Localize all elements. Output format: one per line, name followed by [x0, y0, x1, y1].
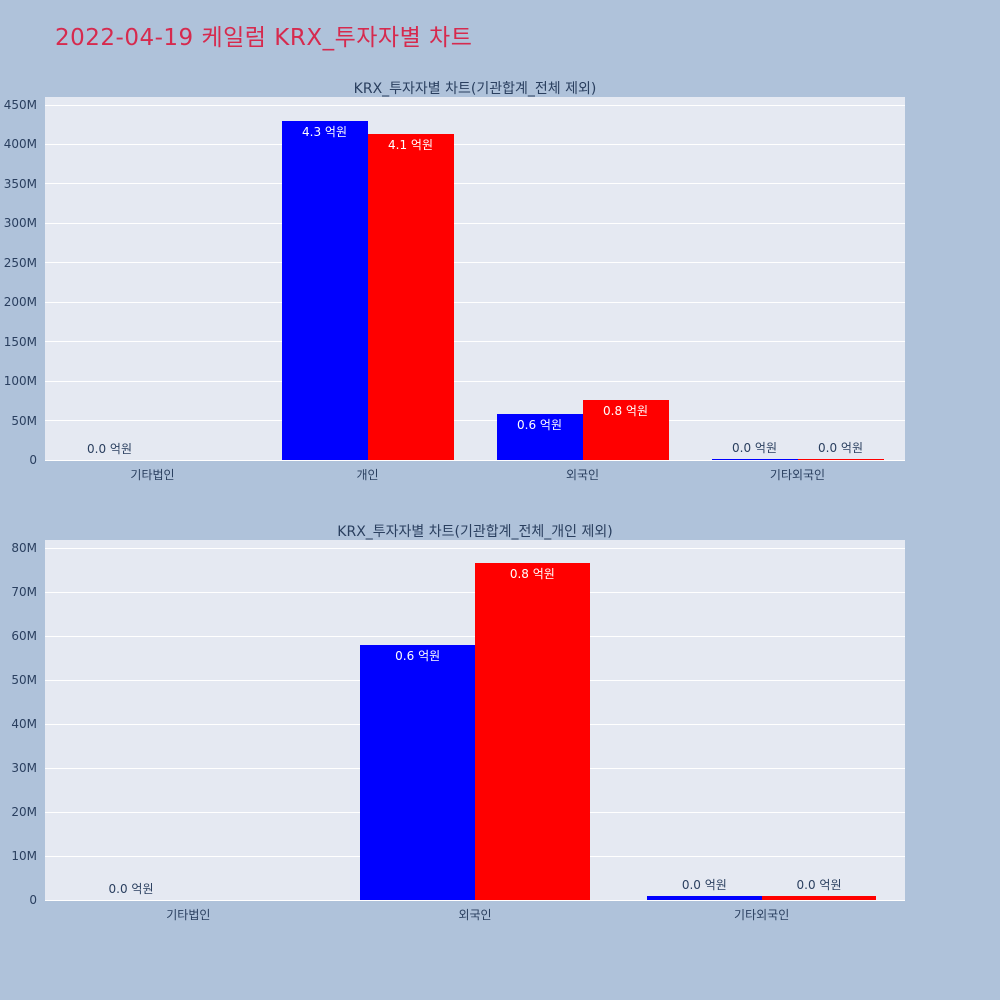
bar-series-red	[761, 895, 877, 900]
gridline	[45, 143, 905, 145]
bar-series-red	[582, 399, 669, 460]
bar-series-red	[797, 459, 884, 460]
gridline	[45, 262, 905, 264]
page-title: 2022-04-19 케일럼 KRX_투자자별 차트	[55, 25, 473, 51]
gridline	[45, 222, 905, 224]
bar-value-label: 0.0 억원	[732, 441, 777, 456]
x-tick-label: 기타외국인	[769, 468, 826, 482]
y-tick-label: 20M	[11, 805, 37, 819]
x-tick-label: 기타외국인	[734, 908, 790, 922]
x-tick-label: 개인	[356, 468, 379, 482]
bar-value-label: 0.0 억원	[87, 442, 132, 456]
gridline	[45, 104, 905, 106]
y-tick-label: 30M	[11, 761, 37, 775]
chart-investor-top: KRX_투자자별 차트(기관합계_전체 제외) 0 50M 100M 150M 200M…	[4, 78, 905, 482]
y-tick-label: 50M	[11, 673, 37, 687]
gridline	[45, 547, 905, 549]
bar-value-label: 0.6 억원	[517, 418, 562, 433]
y-tick-label: 400M	[3, 137, 37, 152]
y-tick-label: 100M	[3, 374, 37, 389]
y-tick-label: 50M	[11, 413, 37, 428]
x-tick-label: 외국인	[565, 468, 600, 482]
bar-value-label: 4.1 억원	[388, 138, 433, 153]
x-tick-label: 기타법인	[166, 908, 211, 922]
bar-series-red	[475, 563, 590, 900]
bar-value-label: 0.0 억원	[108, 882, 154, 896]
bar-series-blue	[711, 459, 798, 460]
bar-value-label: 0.6 억원	[395, 648, 441, 663]
bar-value-label: 0.8 억원	[509, 567, 555, 582]
x-tick-label: 외국인	[458, 908, 492, 922]
bar-series-blue	[496, 414, 583, 460]
gridline	[45, 459, 905, 461]
chart-investor-bottom: KRX_투자자별 차트(기관합계_전체_개인 제외) 0 10M 20M 30M 40M…	[11, 521, 905, 922]
bar-series-blue	[281, 120, 368, 460]
chart-title: KRX_투자자별 차트(기관합계_전체_개인 제외)	[337, 524, 613, 540]
bar-value-label: 0.8 억원	[603, 403, 648, 418]
y-tick-label: 60M	[11, 629, 37, 643]
bar-value-label: 0.0 억원	[818, 441, 863, 456]
y-tick-label: 80M	[11, 541, 37, 555]
bar-value-label: 0.0 억원	[681, 877, 727, 892]
x-tick-label: 기타법인	[130, 468, 175, 482]
bar-series-blue	[360, 644, 475, 900]
bar-value-label: 4.3 억원	[302, 124, 347, 139]
y-tick-label: 40M	[11, 717, 37, 731]
gridline	[45, 420, 905, 422]
bar-value-label: 0.0 억원	[796, 877, 842, 892]
y-tick-label: 150M	[3, 334, 37, 349]
y-tick-label: 350M	[3, 176, 37, 191]
gridline	[45, 301, 905, 303]
y-tick-label: 10M	[11, 849, 37, 863]
gridline	[45, 380, 905, 382]
gridline	[45, 341, 905, 343]
gridline	[45, 899, 905, 901]
y-tick-label: 0	[29, 453, 37, 467]
y-tick-label: 300M	[3, 216, 37, 231]
y-tick-label: 450M	[3, 98, 37, 112]
y-tick-label: 70M	[11, 585, 37, 599]
bar-series-red	[367, 134, 454, 460]
y-tick-label: 250M	[3, 255, 37, 270]
gridline	[45, 183, 905, 185]
bar-series-blue	[647, 895, 762, 900]
plot-area: 0 50M 100M 150M 200M 250M 300M 350M 400M 450M 기타법인…	[4, 97, 905, 482]
y-tick-label: 200M	[3, 295, 37, 310]
chart-title: KRX_투자자별 차트(기관합계_전체 제외)	[353, 81, 597, 97]
y-tick-label: 0	[29, 893, 37, 907]
